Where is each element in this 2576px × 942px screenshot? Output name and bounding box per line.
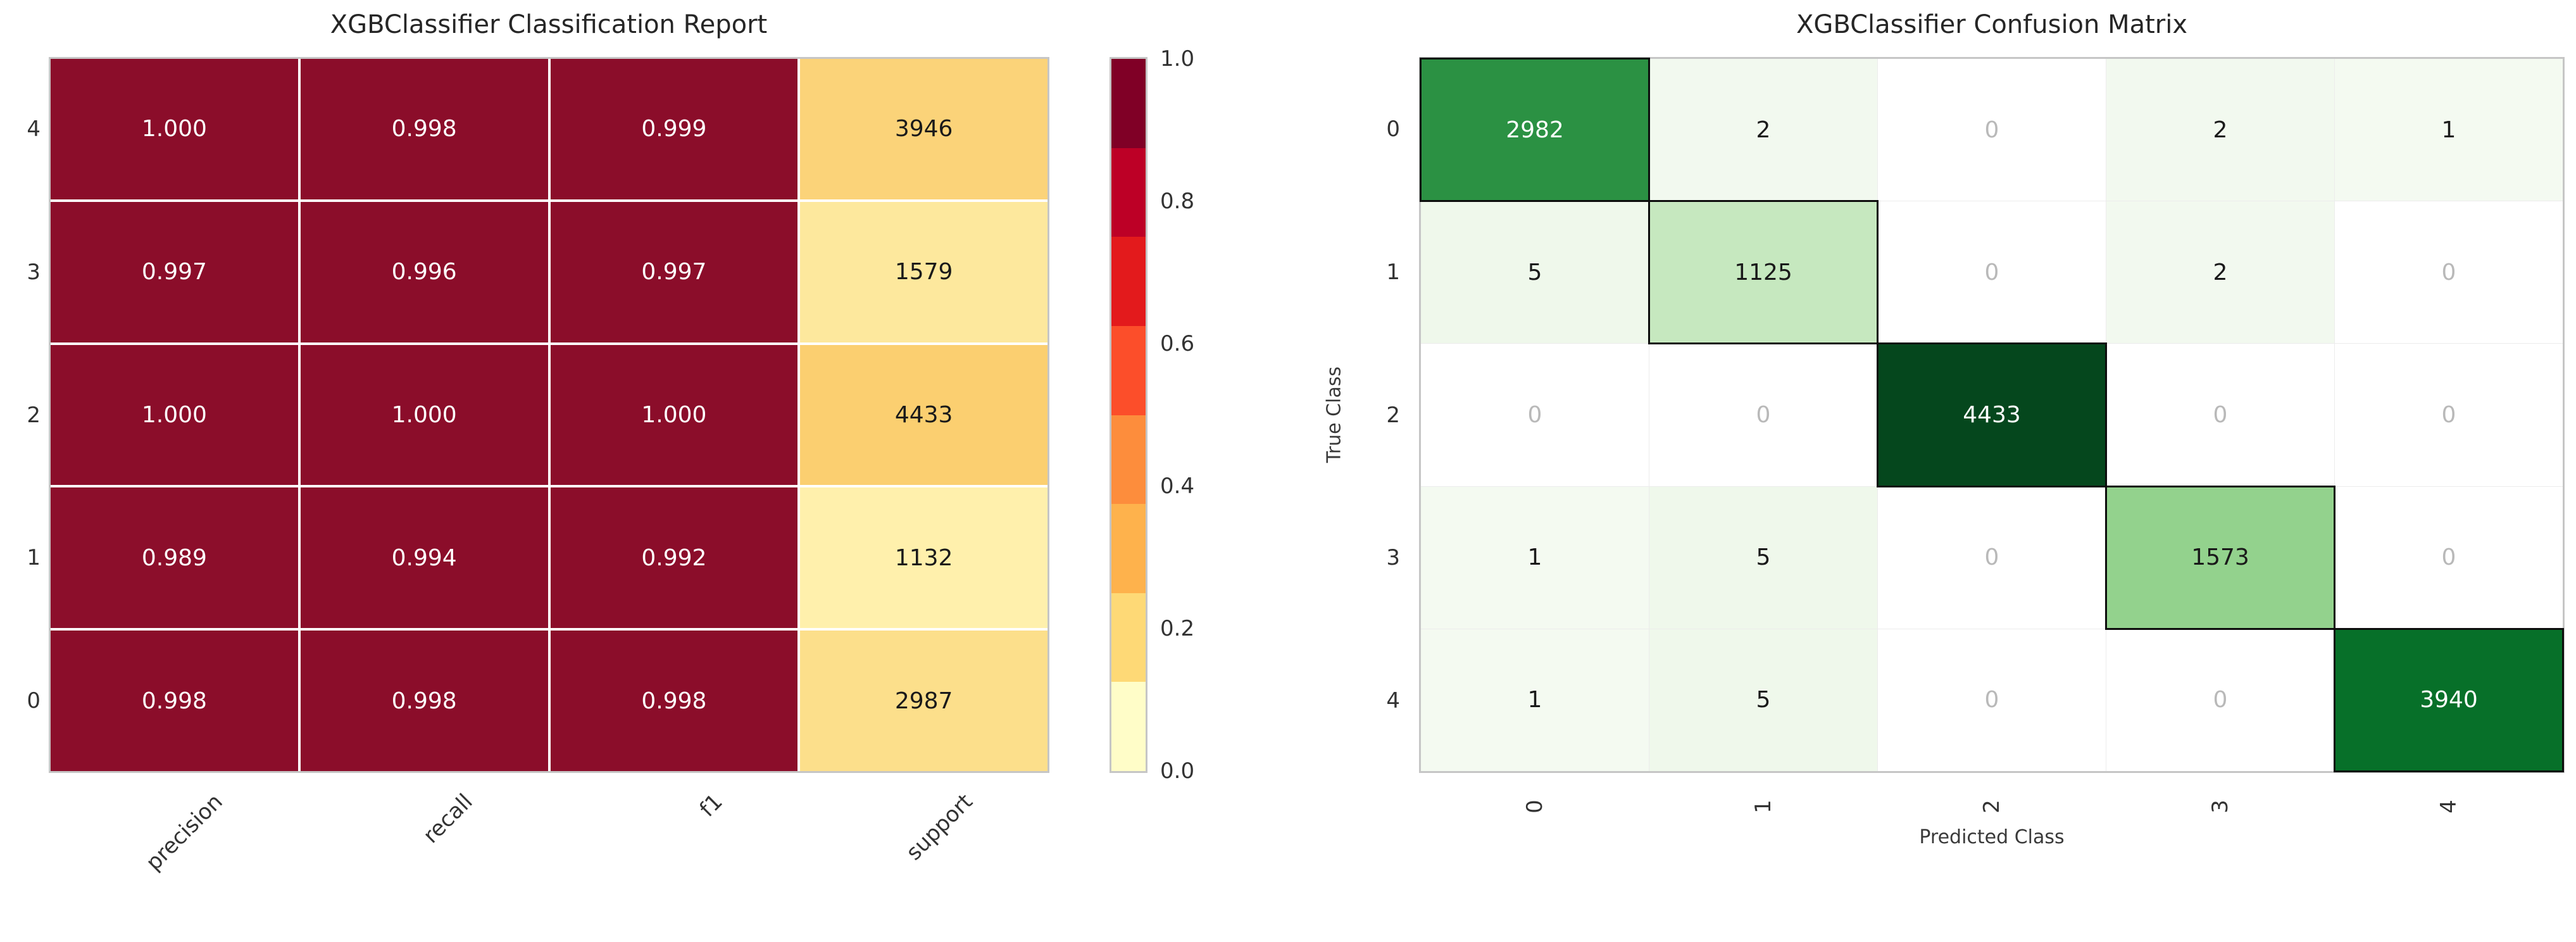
matrix-cell: 1 [2335, 59, 2563, 201]
matrix-xtick-3: 3 [2208, 800, 2233, 813]
report-cell: 1.000 [51, 59, 298, 199]
report-cell: 0.998 [300, 59, 548, 199]
matrix-ytick-0: 0 [1386, 116, 1400, 142]
colorbar-segment [1111, 682, 1146, 771]
report-xtick-recall: recall [418, 789, 478, 849]
matrix-cell: 5 [1649, 629, 1877, 771]
matrix-cell: 2 [2106, 59, 2334, 201]
report-heatmap: 1.000 0.998 0.999 3946 0.997 0.996 0.997… [49, 57, 1049, 773]
colorbar-segment [1111, 415, 1146, 505]
matrix-xlabel: Predicted Class [1919, 826, 2065, 848]
matrix-title: XGBClassifier Confusion Matrix [1796, 10, 2188, 39]
matrix-cell-diagonal: 1125 [1648, 200, 1879, 345]
colorbar-segment [1111, 325, 1146, 415]
matrix-ytick-1: 1 [1386, 260, 1400, 285]
matrix-cell: 2 [2106, 201, 2334, 344]
report-cell: 0.994 [300, 487, 548, 629]
colorbar-tick: 0.2 [1160, 616, 1195, 641]
report-cell-support: 4433 [800, 344, 1047, 486]
matrix-cell: 0 [2335, 201, 2563, 344]
matrix-cell: 5 [1421, 201, 1649, 344]
report-cell-support: 2987 [800, 631, 1047, 771]
matrix-cell: 0 [1649, 344, 1877, 486]
colorbar-segment [1111, 504, 1146, 593]
colorbar-tick: 0.4 [1160, 474, 1195, 499]
matrix-cell: 0 [1878, 629, 2106, 771]
report-cell: 0.989 [51, 487, 298, 629]
matrix-cell: 0 [1878, 201, 2106, 344]
matrix-ytick-2: 2 [1386, 403, 1400, 428]
report-cell: 0.998 [51, 631, 298, 771]
report-xtick-precision: precision [141, 789, 228, 876]
colorbar-tick: 0.6 [1160, 331, 1195, 356]
report-cell: 0.999 [550, 59, 798, 199]
report-ytick-4: 4 [27, 116, 41, 142]
report-ytick-1: 1 [27, 545, 41, 570]
matrix-cell: 5 [1649, 486, 1877, 629]
colorbar-segment [1111, 59, 1146, 148]
matrix-cell: 0 [2106, 344, 2334, 486]
report-cell: 0.996 [300, 201, 548, 342]
matrix-cell-diagonal: 4433 [1877, 342, 2107, 487]
matrix-cell: 1 [1421, 629, 1649, 771]
report-cell: 0.997 [550, 201, 798, 342]
report-cell: 1.000 [51, 344, 298, 486]
matrix-xtick-1: 1 [1751, 800, 1776, 813]
report-xtick-f1: f1 [694, 789, 728, 822]
matrix-cell: 0 [1878, 59, 2106, 201]
report-cell: 1.000 [550, 344, 798, 486]
report-cell: 0.998 [550, 631, 798, 771]
report-cell-support: 1132 [800, 487, 1047, 629]
colorbar-tick: 0.0 [1160, 758, 1195, 784]
colorbar [1110, 57, 1147, 773]
report-cell: 0.992 [550, 487, 798, 629]
matrix-ytick-3: 3 [1386, 545, 1400, 570]
colorbar-segment [1111, 148, 1146, 237]
matrix-cell-diagonal: 1573 [2105, 485, 2335, 630]
matrix-cell: 0 [1878, 486, 2106, 629]
colorbar-segment [1111, 237, 1146, 326]
report-ytick-3: 3 [27, 260, 41, 285]
report-cell-support: 1579 [800, 201, 1047, 342]
report-cell: 0.998 [300, 631, 548, 771]
matrix-cell: 0 [2335, 486, 2563, 629]
matrix-cell: 2 [1649, 59, 1877, 201]
matrix-xtick-4: 4 [2436, 800, 2461, 813]
matrix-ytick-4: 4 [1386, 688, 1400, 713]
matrix-xtick-0: 0 [1522, 800, 1547, 813]
report-title: XGBClassifier Classification Report [330, 10, 768, 39]
report-cell-support: 3946 [800, 59, 1047, 199]
matrix-cell: 0 [2106, 629, 2334, 771]
colorbar-tick: 0.8 [1160, 189, 1195, 214]
matrix-cell: 1 [1421, 486, 1649, 629]
matrix-cell: 0 [1421, 344, 1649, 486]
report-ytick-0: 0 [27, 688, 41, 713]
matrix-cell-diagonal: 2982 [1420, 57, 1650, 203]
report-xtick-support: support [901, 789, 978, 866]
report-cell: 0.997 [51, 201, 298, 342]
matrix-ylabel: True Class [1323, 366, 1346, 463]
report-ytick-2: 2 [27, 403, 41, 428]
colorbar-segment [1111, 593, 1146, 682]
matrix-cell-diagonal: 3940 [2334, 627, 2564, 772]
matrix-xtick-2: 2 [1979, 800, 2004, 813]
confusion-matrix-heatmap: 2982 2 0 2 1 5 1125 0 2 0 0 0 4433 0 0 1… [1419, 57, 2565, 773]
colorbar-tick: 1.0 [1160, 46, 1195, 72]
matrix-cell: 0 [2335, 344, 2563, 486]
report-cell: 1.000 [300, 344, 548, 486]
